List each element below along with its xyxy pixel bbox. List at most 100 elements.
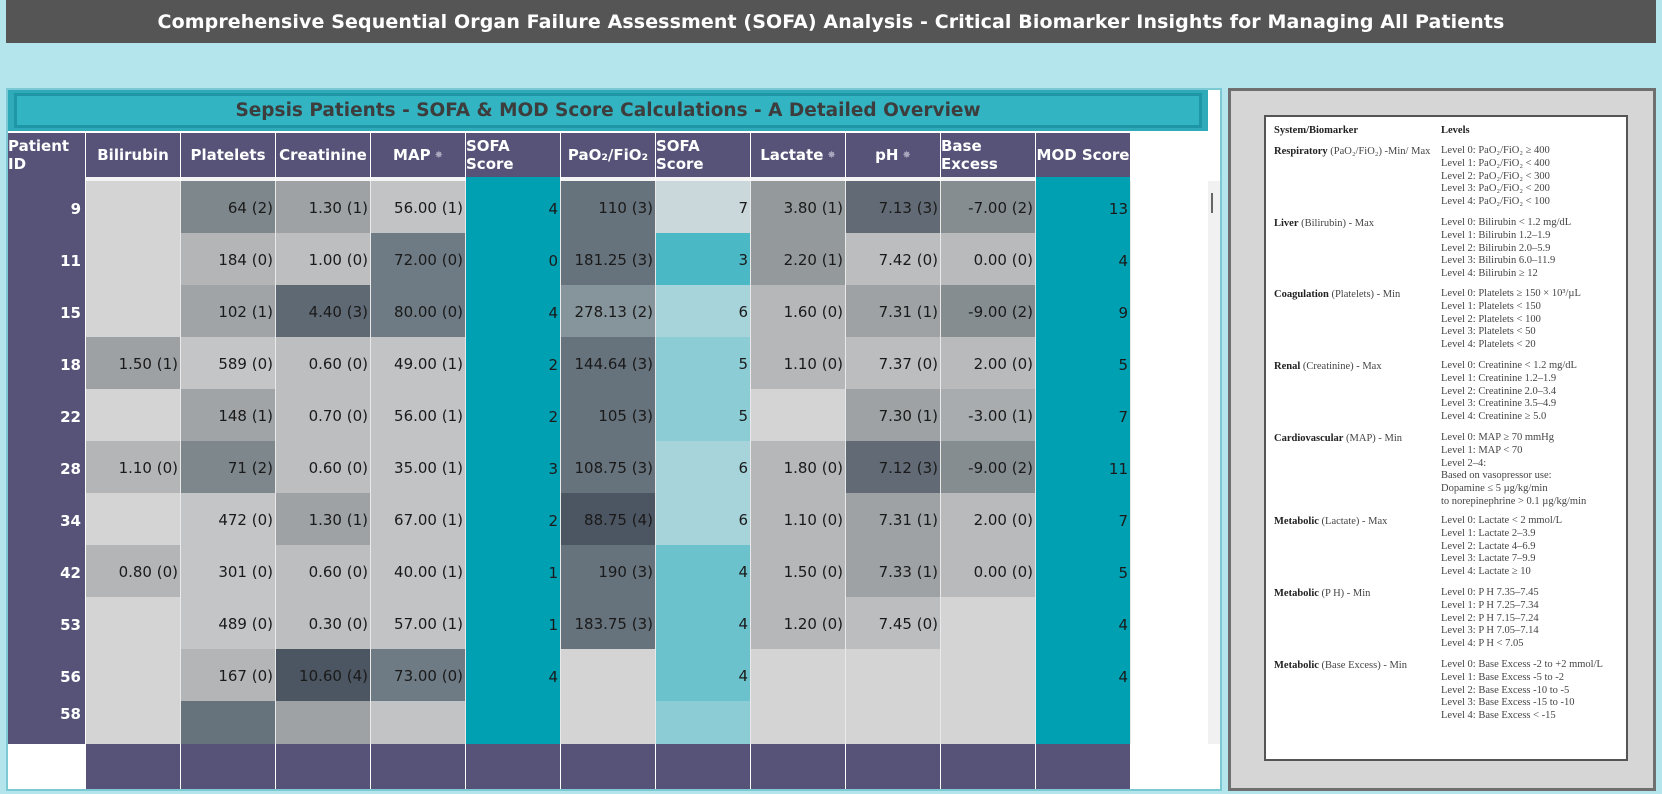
table-cell[interactable]: 1.50 (0) [751, 545, 846, 600]
table-cell[interactable]: 7.37 (0) [846, 337, 941, 392]
patient-id-cell[interactable]: 15 [8, 285, 86, 340]
table-cell[interactable]: 148 (1) [181, 389, 276, 444]
table-cell[interactable]: 4.40 (3) [276, 285, 371, 340]
table-cell[interactable]: 1.50 (1) [86, 337, 181, 392]
table-cell[interactable]: 1 [466, 545, 561, 600]
table-cell[interactable]: 2.00 (0) [941, 337, 1036, 392]
table-cell[interactable] [941, 597, 1036, 652]
table-cell[interactable] [181, 701, 276, 744]
table-cell[interactable] [1036, 701, 1131, 744]
table-cell[interactable]: 1.10 (0) [751, 493, 846, 548]
table-cell[interactable]: 49.00 (1) [371, 337, 466, 392]
table-cell[interactable]: 7.45 (0) [846, 597, 941, 652]
table-cell[interactable]: -9.00 (2) [941, 285, 1036, 340]
table-cell[interactable] [86, 493, 181, 548]
table-cell[interactable]: 4 [466, 181, 561, 236]
table-cell[interactable]: 4 [1036, 649, 1131, 704]
table-cell[interactable]: 13 [1036, 181, 1131, 236]
table-row[interactable]: 34 472 (0) 1.30 (1) 67.00 (1) 2 88.75 (4) 6 1.1… [8, 493, 1208, 548]
column-header[interactable]: SOFA Score [466, 133, 561, 177]
table-cell[interactable]: 4 [1036, 597, 1131, 652]
table-cell[interactable]: 190 (3) [561, 545, 656, 600]
table-cell[interactable]: 1.30 (1) [276, 181, 371, 236]
table-cell[interactable]: 1 [466, 597, 561, 652]
table-cell[interactable]: 4 [656, 649, 751, 704]
table-cell[interactable]: 35.00 (1) [371, 441, 466, 496]
table-cell[interactable]: -7.00 (2) [941, 181, 1036, 236]
table-row[interactable]: 28 1.10 (0) 71 (2) 0.60 (0) 35.00 (1) 3 108.75… [8, 441, 1208, 496]
table-cell[interactable]: 0.30 (0) [276, 597, 371, 652]
table-row[interactable]: 56 167 (0) 10.60 (4) 73.00 (0) 4 4 4 [8, 649, 1208, 704]
table-cell[interactable]: 7.31 (1) [846, 493, 941, 548]
table-row[interactable]: 15 102 (1) 4.40 (3) 80.00 (0) 4 278.13 (2) 6 1.… [8, 285, 1208, 340]
table-cell[interactable]: 72.00 (0) [371, 233, 466, 288]
table-cell[interactable]: 10.60 (4) [276, 649, 371, 704]
table-cell[interactable]: 0.00 (0) [941, 545, 1036, 600]
table-row[interactable]: 18 1.50 (1) 589 (0) 0.60 (0) 49.00 (1) 2 144.6… [8, 337, 1208, 392]
table-cell[interactable]: 64 (2) [181, 181, 276, 236]
pin-icon[interactable]: ✸ [902, 149, 911, 161]
pin-icon[interactable]: ✸ [827, 149, 836, 161]
table-cell[interactable] [86, 597, 181, 652]
table-cell[interactable]: 5 [1036, 337, 1131, 392]
table-cell[interactable]: 278.13 (2) [561, 285, 656, 340]
table-cell[interactable]: 67.00 (1) [371, 493, 466, 548]
table-cell[interactable]: 56.00 (1) [371, 389, 466, 444]
table-cell[interactable] [561, 701, 656, 744]
table-cell[interactable]: 167 (0) [181, 649, 276, 704]
column-header[interactable]: pH ✸ [846, 133, 941, 177]
patient-id-cell[interactable]: 22 [8, 389, 86, 444]
table-cell[interactable] [466, 701, 561, 744]
table-cell[interactable]: 489 (0) [181, 597, 276, 652]
table-cell[interactable]: 6 [656, 285, 751, 340]
table-cell[interactable]: 1.20 (0) [751, 597, 846, 652]
table-cell[interactable] [86, 233, 181, 288]
table-row[interactable]: 53 489 (0) 0.30 (0) 57.00 (1) 1 183.75 (3) 4 1.… [8, 597, 1208, 652]
patient-id-cell[interactable]: 42 [8, 545, 86, 600]
table-cell[interactable]: 102 (1) [181, 285, 276, 340]
patient-id-cell[interactable]: 11 [8, 233, 86, 288]
patient-id-cell[interactable]: 56 [8, 649, 86, 704]
table-cell[interactable] [656, 701, 751, 744]
table-row[interactable]: 42 0.80 (0) 301 (0) 0.60 (0) 40.00 (1) 1 190 (… [8, 545, 1208, 600]
table-body[interactable]: 9 64 (2) 1.30 (1) 56.00 (1) 4 110 (3) 7 3.80 (1… [8, 181, 1208, 744]
table-cell[interactable]: 2.00 (0) [941, 493, 1036, 548]
table-cell[interactable] [561, 649, 656, 704]
column-header[interactable]: Base Excess [941, 133, 1036, 177]
table-cell[interactable] [941, 701, 1036, 744]
table-cell[interactable]: 3 [466, 441, 561, 496]
column-header[interactable]: MAP ✸ [371, 133, 466, 177]
table-cell[interactable]: 108.75 (3) [561, 441, 656, 496]
patient-id-cell[interactable]: 58 [8, 701, 86, 744]
table-cell[interactable]: 56.00 (1) [371, 181, 466, 236]
table-cell[interactable]: 9 [1036, 285, 1131, 340]
table-cell[interactable]: 301 (0) [181, 545, 276, 600]
scrollbar-thumb[interactable] [1211, 193, 1213, 213]
table-cell[interactable]: 4 [466, 285, 561, 340]
table-cell[interactable]: 2.20 (1) [751, 233, 846, 288]
table-cell[interactable]: 7 [1036, 389, 1131, 444]
patient-id-cell[interactable]: 28 [8, 441, 86, 496]
table-cell[interactable]: 4 [1036, 233, 1131, 288]
table-cell[interactable] [846, 649, 941, 704]
column-header[interactable]: Lactate ✸ [751, 133, 846, 177]
table-cell[interactable]: -9.00 (2) [941, 441, 1036, 496]
table-cell[interactable]: 1.10 (0) [751, 337, 846, 392]
table-cell[interactable]: 7.33 (1) [846, 545, 941, 600]
table-cell[interactable]: 181.25 (3) [561, 233, 656, 288]
column-header[interactable]: Patient ID [8, 133, 86, 177]
pin-icon[interactable]: ✸ [434, 149, 443, 161]
table-cell[interactable]: 0.60 (0) [276, 545, 371, 600]
table-cell[interactable]: 80.00 (0) [371, 285, 466, 340]
table-cell[interactable]: 7.42 (0) [846, 233, 941, 288]
table-cell[interactable] [86, 701, 181, 744]
table-cell[interactable]: 0.00 (0) [941, 233, 1036, 288]
table-cell[interactable]: 1.30 (1) [276, 493, 371, 548]
table-cell[interactable]: 144.64 (3) [561, 337, 656, 392]
table-cell[interactable]: 0.70 (0) [276, 389, 371, 444]
table-cell[interactable]: -3.00 (1) [941, 389, 1036, 444]
table-row[interactable]: 58 [8, 701, 1208, 744]
table-cell[interactable]: 40.00 (1) [371, 545, 466, 600]
table-cell[interactable]: 2 [466, 389, 561, 444]
column-header[interactable]: MOD Score [1036, 133, 1131, 177]
